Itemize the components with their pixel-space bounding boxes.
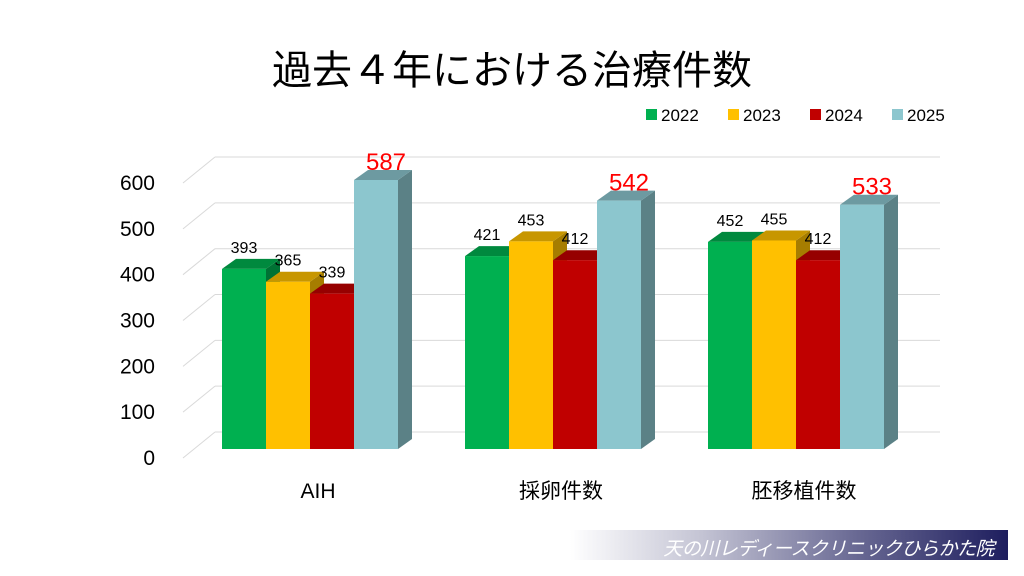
bar-2022 bbox=[222, 268, 266, 449]
data-label: 365 bbox=[275, 253, 302, 270]
gridline-diagonal bbox=[182, 431, 216, 459]
gridline-diagonal bbox=[182, 385, 216, 413]
y-tick-label: 200 bbox=[120, 355, 155, 378]
legend-label: 2025 bbox=[907, 106, 945, 125]
bar-top bbox=[597, 190, 655, 201]
bar-top bbox=[752, 230, 810, 241]
legend-swatch-2024 bbox=[810, 109, 821, 120]
bar-2022 bbox=[708, 241, 752, 449]
legend-label: 2024 bbox=[825, 106, 863, 125]
bar-top bbox=[465, 246, 523, 257]
bar-top bbox=[509, 231, 567, 242]
data-label: 533 bbox=[852, 174, 892, 201]
x-category-label: AIH bbox=[300, 480, 335, 503]
y-tick-label: 500 bbox=[120, 218, 155, 241]
bar-top bbox=[796, 250, 854, 261]
bar-2022 bbox=[465, 256, 509, 449]
data-label: 452 bbox=[717, 213, 744, 230]
bar-top bbox=[708, 231, 766, 242]
bar-2024 bbox=[796, 260, 840, 449]
bar-2024 bbox=[553, 260, 597, 449]
gridline-diagonal bbox=[182, 248, 216, 276]
y-tick-label: 0 bbox=[143, 447, 155, 470]
bar-2023 bbox=[752, 240, 796, 449]
bar-top bbox=[840, 194, 898, 205]
y-tick-label: 600 bbox=[120, 172, 155, 195]
data-label: 453 bbox=[518, 212, 545, 229]
bar-2025 bbox=[354, 180, 398, 449]
y-tick-label: 400 bbox=[120, 264, 155, 287]
legend-label: 2023 bbox=[743, 106, 781, 125]
legend-swatch-2022 bbox=[646, 109, 657, 120]
data-label: 542 bbox=[609, 170, 649, 197]
bar-2025 bbox=[840, 204, 884, 449]
data-label: 339 bbox=[319, 265, 346, 282]
gridline-diagonal bbox=[182, 156, 216, 184]
legend-swatch-2023 bbox=[728, 109, 739, 120]
clinic-logo-banner: 天の川レディースクリニックひらかた院 bbox=[570, 530, 1008, 560]
bar-top bbox=[310, 283, 368, 294]
legend-label: 2022 bbox=[661, 106, 699, 125]
bar-2023 bbox=[266, 281, 310, 449]
data-label: 393 bbox=[231, 240, 258, 257]
bar-top bbox=[222, 258, 280, 269]
x-category-label: 採卵件数 bbox=[519, 480, 603, 503]
bar-side bbox=[884, 194, 898, 449]
data-label: 455 bbox=[761, 211, 788, 228]
data-label: 587 bbox=[366, 149, 406, 176]
data-label: 421 bbox=[474, 227, 501, 244]
y-tick-label: 300 bbox=[120, 310, 155, 333]
bar-side bbox=[641, 190, 655, 449]
clinic-logo-text: 天の川レディースクリニックひらかた院 bbox=[663, 538, 994, 560]
chart-title: 過去４年における治療件数 bbox=[272, 48, 752, 94]
data-label: 412 bbox=[562, 231, 589, 248]
bar-top bbox=[266, 271, 324, 282]
data-label: 412 bbox=[805, 231, 832, 248]
bar-top bbox=[354, 170, 412, 180]
bar-2024 bbox=[310, 293, 354, 449]
gridline-diagonal bbox=[182, 202, 216, 230]
gridline-diagonal bbox=[182, 339, 216, 367]
x-category-label: 胚移植件数 bbox=[752, 480, 857, 503]
bar-side bbox=[398, 170, 412, 449]
bar-top bbox=[553, 250, 611, 261]
bar-2023 bbox=[509, 241, 553, 449]
gridline-diagonal bbox=[182, 294, 216, 321]
y-tick-label: 100 bbox=[120, 401, 155, 424]
bar-2025 bbox=[597, 200, 641, 449]
legend-swatch-2025 bbox=[892, 109, 903, 120]
